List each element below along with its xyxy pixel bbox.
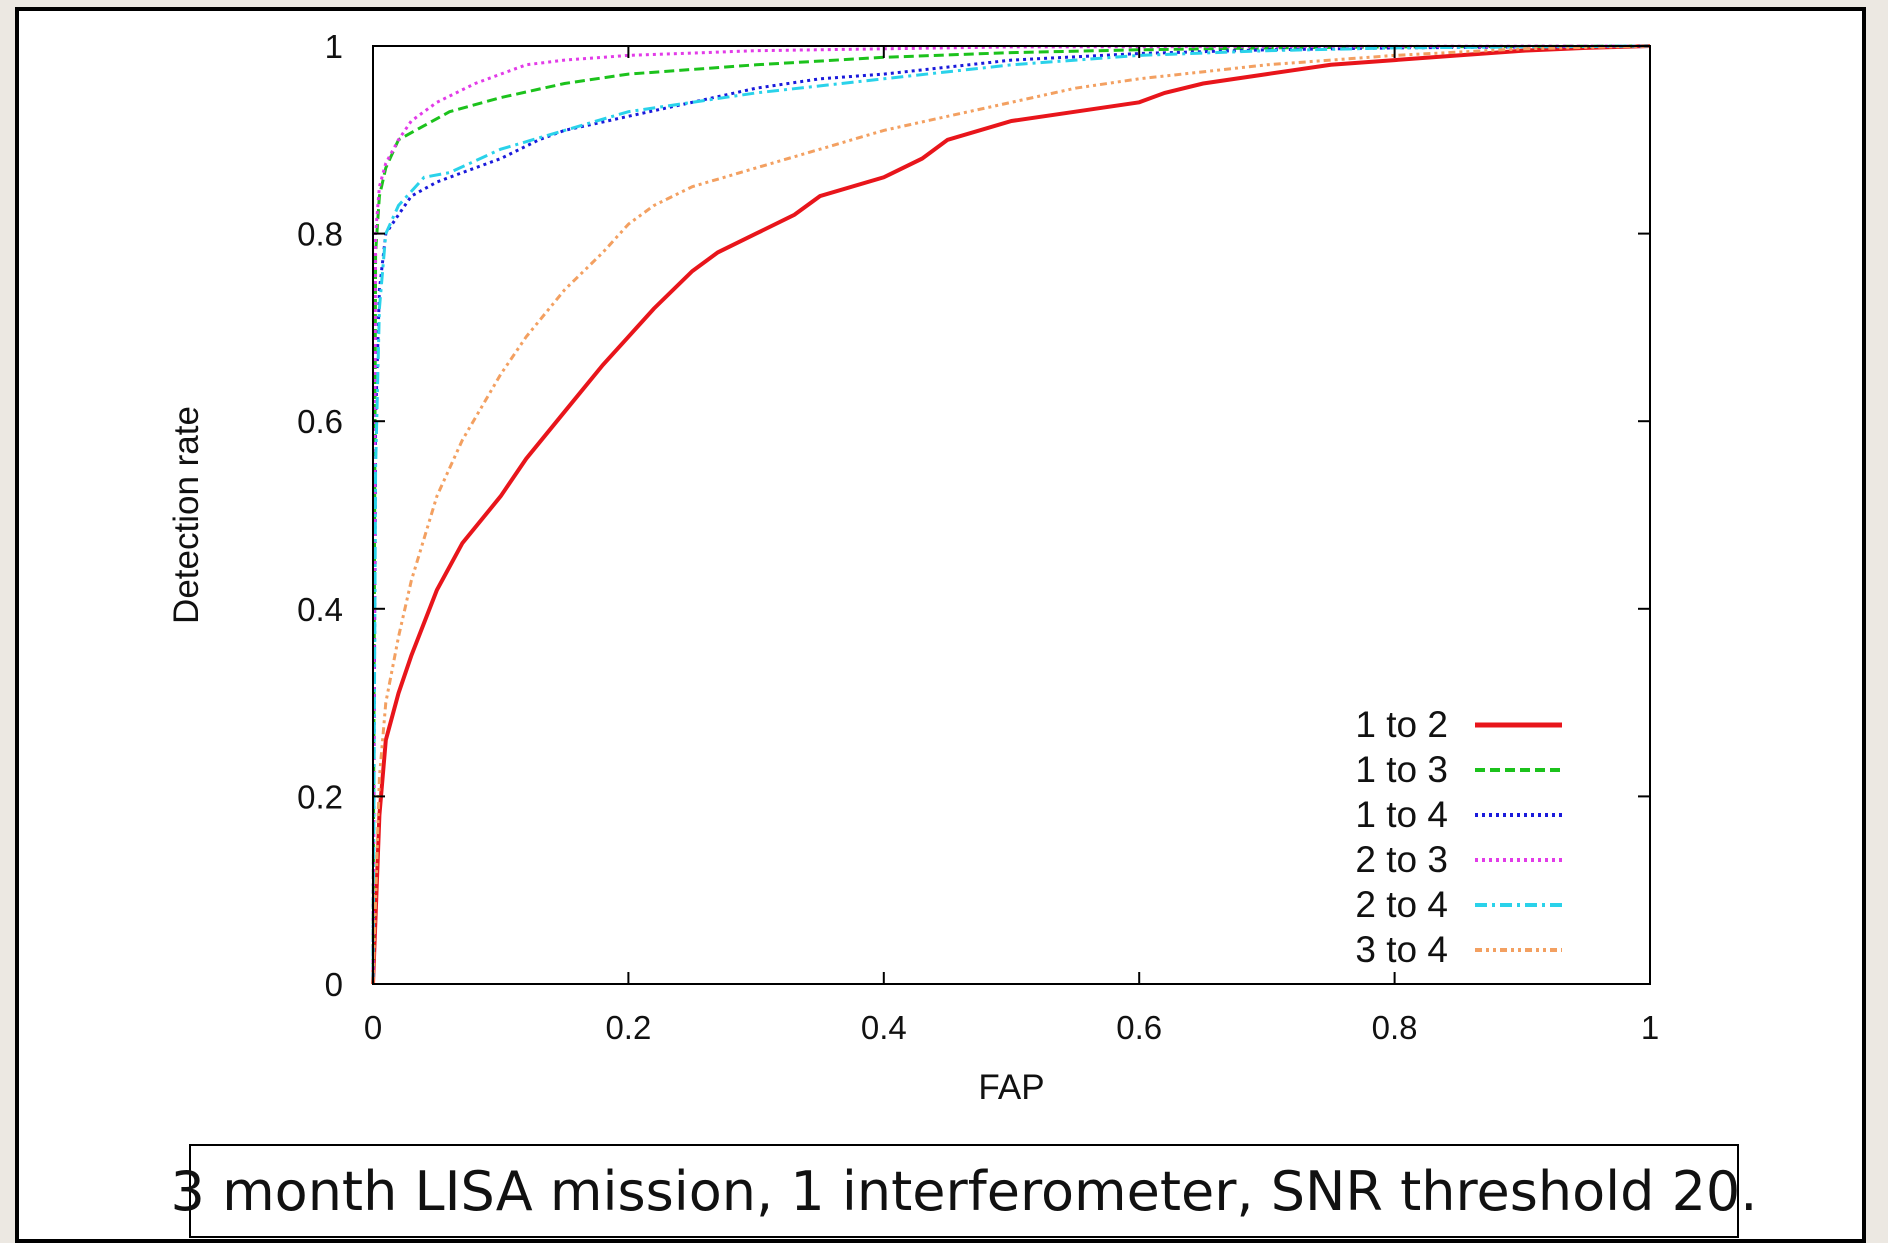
legend-label: 2 to 4: [1355, 884, 1448, 925]
legend-label: 1 to 3: [1355, 749, 1448, 790]
plot-area: [372, 45, 1651, 985]
series-line-1: [371, 44, 1651, 985]
slide-frame: [15, 7, 1866, 1243]
y-tick-label: 0.2: [297, 778, 343, 815]
series-line-2: [371, 44, 1651, 985]
x-tick-label: 0.8: [1372, 1009, 1418, 1046]
y-axis-label: Detection rate: [167, 406, 206, 624]
legend-label: 1 to 4: [1355, 794, 1448, 835]
y-tick-label: 0: [325, 966, 343, 1003]
legend-label: 3 to 4: [1355, 929, 1448, 970]
series-line-4: [371, 44, 1651, 985]
series-line-6: [371, 44, 1651, 985]
x-tick-label: 1: [1641, 1009, 1659, 1046]
y-tick-label: 1: [325, 28, 343, 65]
y-tick-label: 0.6: [297, 403, 343, 440]
legend-label: 2 to 3: [1355, 839, 1448, 880]
x-tick-label: 0: [364, 1009, 382, 1046]
caption-text: 3 month LISA mission, 1 interferometer, …: [170, 1159, 1758, 1223]
x-tick-label: 0.2: [605, 1009, 651, 1046]
x-tick-label: 0.4: [861, 1009, 907, 1046]
y-tick-label: 0.4: [297, 591, 343, 628]
series-line-5: [371, 44, 1651, 985]
series-line-3: [371, 44, 1651, 985]
caption: 3 month LISA mission, 1 interferometer, …: [171, 1144, 1757, 1238]
legend-label: 1 to 2: [1355, 704, 1448, 745]
y-tick-label: 0.8: [297, 216, 343, 253]
legend: 1 to 21 to 31 to 42 to 32 to 43 to 4: [1355, 704, 1562, 970]
x-tick-label: 0.6: [1116, 1009, 1162, 1046]
x-axis-label: FAP: [978, 1068, 1044, 1107]
